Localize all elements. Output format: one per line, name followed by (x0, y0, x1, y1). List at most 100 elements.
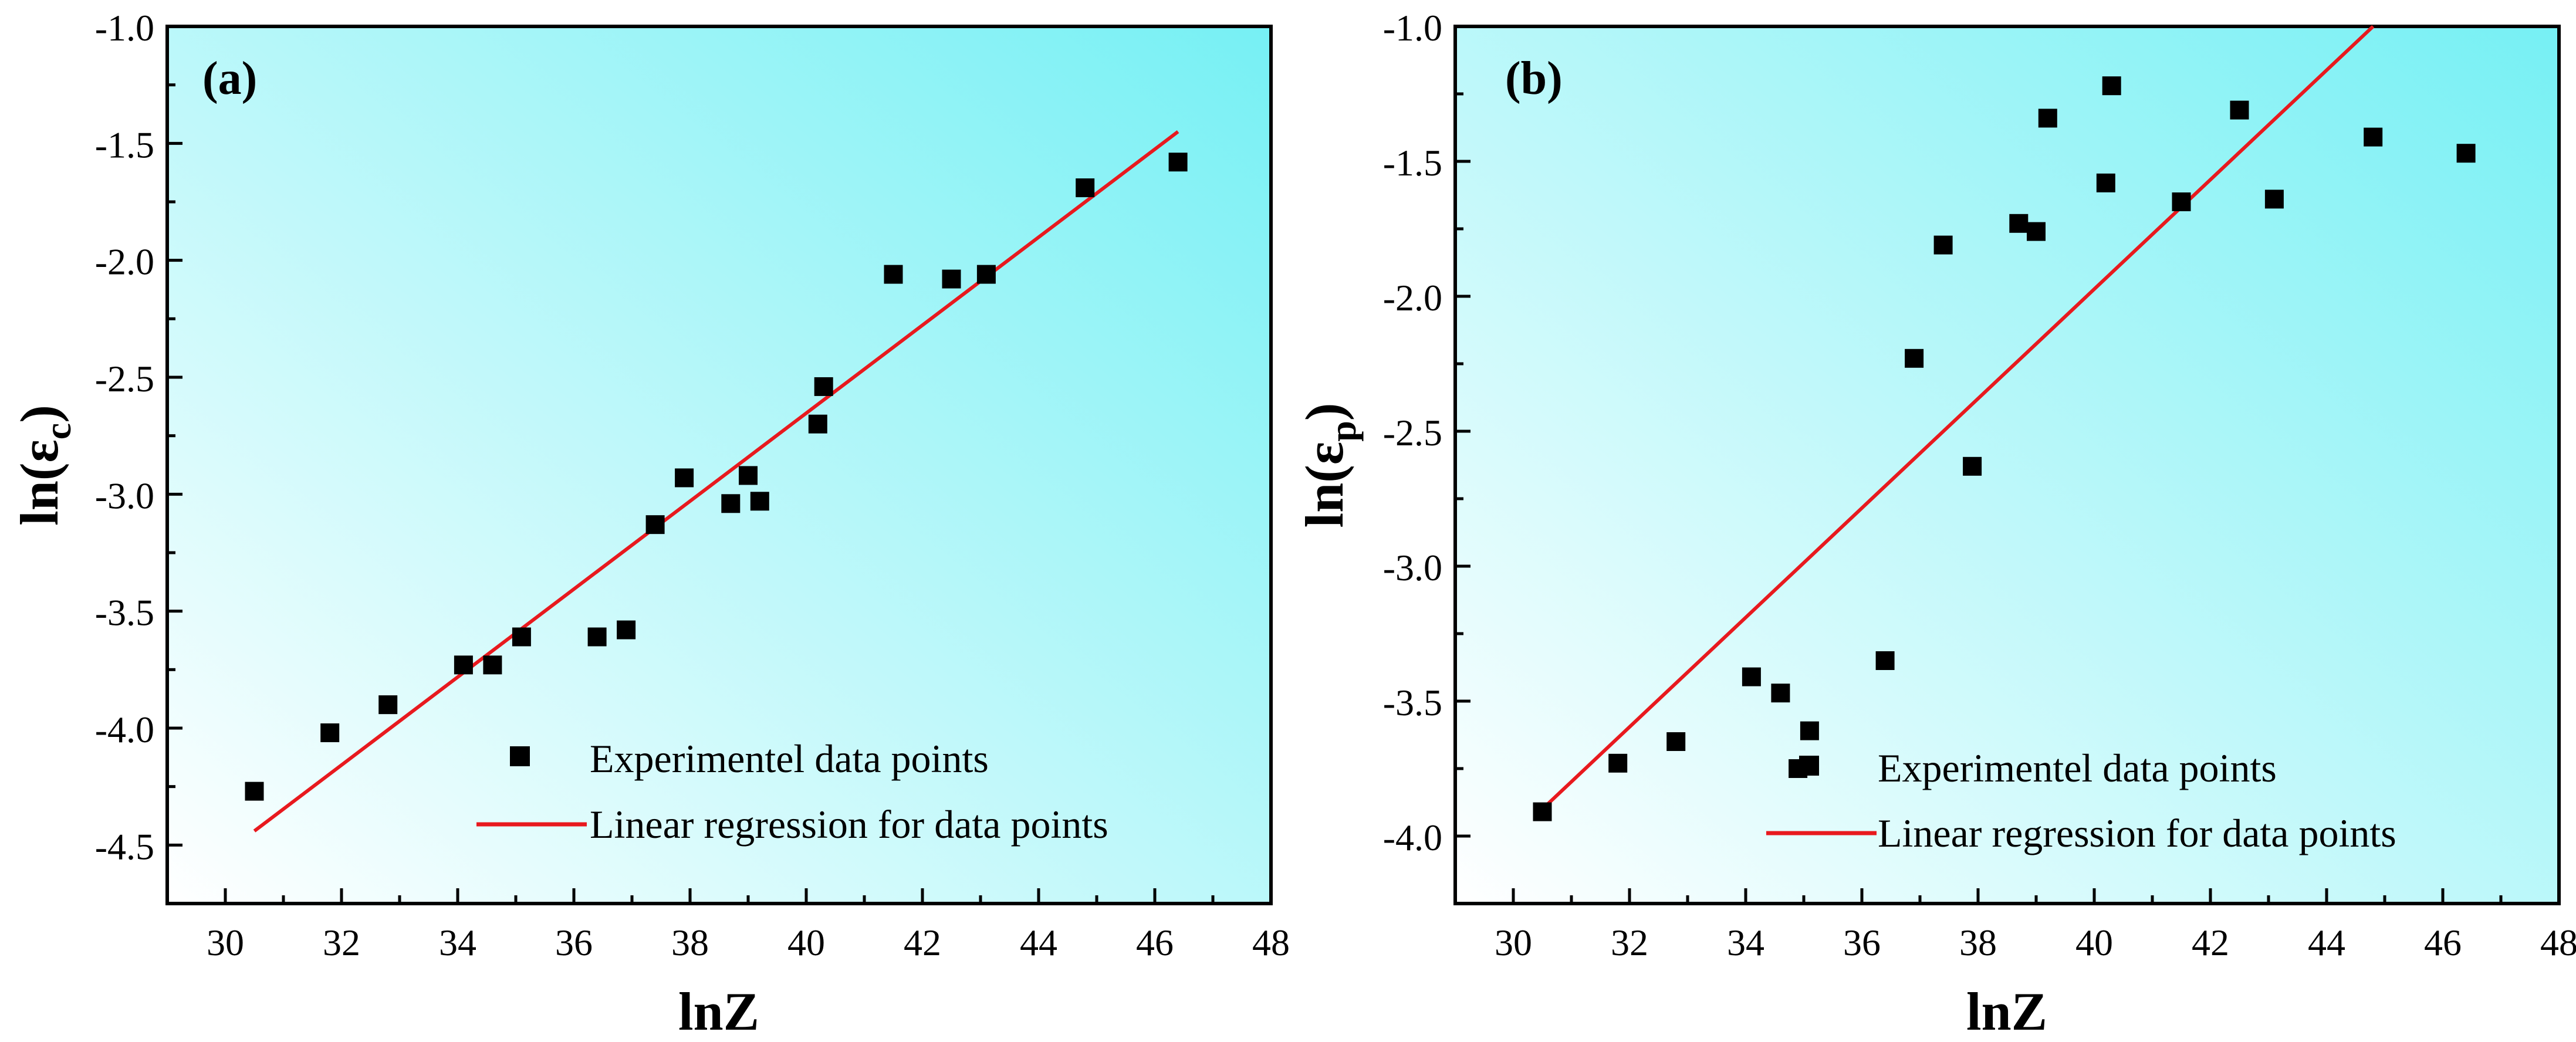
x-tick-label: 48 (2540, 922, 2576, 963)
legend-b-line-label: Linear regression for data points (1878, 811, 2396, 855)
data-point (1533, 802, 1552, 821)
x-tick-label: 44 (2308, 922, 2345, 963)
y-tick-labels-a: -1.0 -1.5 -2.0 -2.5 -3.0 -3.5 -4.0 -4.5 (95, 7, 154, 867)
x-tick-label: 38 (1959, 922, 1997, 963)
regression-line-b (1541, 25, 2375, 811)
y-tick-label: -3.0 (1383, 547, 1442, 588)
data-point (378, 695, 398, 715)
data-point (2364, 127, 2383, 147)
y-tick-label: -4.0 (95, 709, 154, 750)
x-tick-label: 34 (1727, 922, 1764, 963)
data-point (483, 655, 502, 675)
x-tick-label: 30 (207, 922, 244, 963)
y-tick-label: -2.5 (1383, 412, 1442, 454)
y-tick-label: -1.0 (1383, 7, 1442, 49)
regression-line (253, 130, 1179, 833)
data-point (2230, 100, 2249, 120)
data-point (1905, 349, 1924, 368)
data-point (617, 620, 636, 640)
data-point (587, 627, 607, 647)
y-tick-label: -1.5 (1383, 142, 1442, 184)
data-point (884, 265, 903, 284)
x-tick-label: 46 (2424, 922, 2462, 963)
data-point (1800, 721, 1819, 740)
y-tick-label: -2.5 (95, 358, 154, 400)
data-point (245, 781, 264, 801)
x-tick-label: 40 (787, 922, 825, 963)
y-tick-label: -1.0 (95, 7, 154, 49)
regression-line-a (253, 130, 1179, 833)
plot-area-b (1453, 25, 2561, 905)
data-point (739, 466, 758, 485)
data-point (1771, 684, 1790, 703)
x-tick-label: 46 (1136, 922, 1174, 963)
data-point (942, 269, 961, 289)
data-point (512, 627, 531, 647)
x-tick-labels-b: 30 32 34 36 38 40 42 44 46 48 (1495, 922, 2576, 963)
data-point (976, 265, 996, 284)
data-point (808, 414, 827, 434)
data-point (2027, 222, 2046, 241)
x-tick-label: 48 (1252, 922, 1290, 963)
x-tick-label: 40 (2075, 922, 2113, 963)
x-tick-labels-a: 30 32 34 36 38 40 42 44 46 48 (207, 922, 1290, 963)
x-tick-label: 36 (555, 922, 593, 963)
y-axis-label-a-close: ) (9, 405, 69, 423)
data-point (454, 655, 473, 675)
data-point (814, 377, 833, 396)
panel-label-a: (a) (202, 53, 257, 104)
legend-a-line-label: Linear regression for data points (590, 802, 1108, 847)
data-point (320, 723, 340, 742)
x-tick-label: 32 (1611, 922, 1648, 963)
x-tick-label: 42 (2192, 922, 2229, 963)
y-tick-label: -2.0 (1383, 277, 1442, 319)
data-point (675, 468, 694, 488)
legend-a: Experimentel data points Linear regressi… (476, 736, 1108, 847)
x-tick-label: 38 (671, 922, 709, 963)
data-point (1076, 178, 1095, 198)
x-tick-label: 34 (439, 922, 476, 963)
y-tick-label: -3.0 (95, 475, 154, 516)
x-axis-label-b: lnZ (1966, 982, 2047, 1041)
x-tick-label: 36 (1843, 922, 1881, 963)
panel-label-b: (b) (1505, 53, 1563, 104)
data-point (645, 515, 665, 534)
legend-a-scatter-label: Experimentel data points (590, 736, 989, 781)
data-point (1963, 456, 1982, 476)
data-points-a (245, 153, 1188, 801)
data-point (2009, 214, 2029, 233)
y-tick-labels-b: -1.0 -1.5 -2.0 -2.5 -3.0 -3.5 -4.0 (1383, 7, 1442, 858)
legend-b-scatter-label: Experimentel data points (1878, 746, 2277, 790)
x-axis-label-a: lnZ (678, 982, 759, 1041)
y-axis-label-a: ln(εc) (9, 405, 79, 526)
y-tick-label: -1.5 (95, 124, 154, 165)
y-tick-label: -3.5 (95, 592, 154, 634)
data-point (1666, 732, 1686, 751)
x-tick-label: 32 (323, 922, 360, 963)
regression-line (1541, 25, 2375, 811)
y-tick-label: -4.5 (95, 826, 154, 867)
legend-b-marker (1799, 756, 1819, 776)
data-point (1933, 235, 1953, 255)
legend-b: Experimentel data points Linear regressi… (1766, 746, 2396, 855)
data-point (2096, 173, 2115, 192)
y-axis-label-b-close: ) (1294, 403, 1354, 421)
x-tick-label: 30 (1495, 922, 1532, 963)
y-axis-label-a-base: ln(ε (9, 439, 69, 526)
data-point (2264, 190, 2284, 209)
tick-marks-a (167, 25, 1273, 904)
y-tick-label: -4.0 (1383, 817, 1442, 858)
data-point (2456, 144, 2476, 163)
y-axis-label-b-sub: p (1322, 421, 1364, 442)
x-tick-label: 44 (1020, 922, 1057, 963)
tick-marks-b (1455, 25, 2561, 904)
data-point (1875, 651, 1895, 670)
data-point (2172, 192, 2191, 211)
data-point (2038, 109, 2057, 128)
y-tick-label: -3.5 (1383, 682, 1442, 723)
y-tick-label: -2.0 (95, 241, 154, 283)
y-axis-label-b: ln(εp) (1294, 403, 1364, 528)
x-tick-label: 42 (904, 922, 941, 963)
data-point (1168, 153, 1188, 172)
